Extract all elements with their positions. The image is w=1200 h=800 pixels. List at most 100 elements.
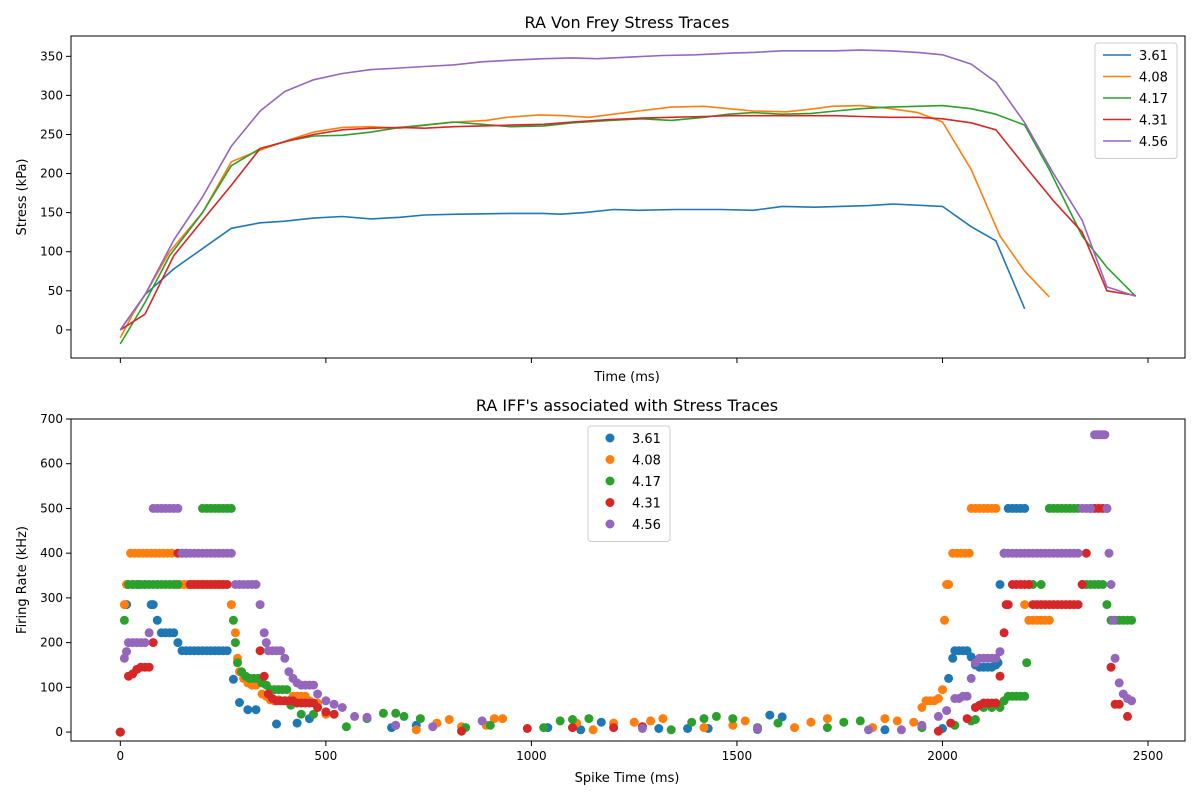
data-point [946,718,956,728]
data-point [329,709,339,719]
data-point [864,725,873,735]
data-point [428,722,438,732]
x-tick-label: 1000 [516,749,547,763]
x-axis-label: Spike Time (ms) [575,771,680,786]
data-point [173,503,183,513]
data-point [933,694,943,703]
data-point [991,653,1001,663]
data-point [444,715,454,724]
data-point [226,600,236,610]
data-point [1044,615,1054,625]
data-point [637,724,647,733]
data-point [233,658,242,668]
data-point [313,703,323,712]
data-point [152,615,162,625]
legend: 3.61 4.08 4.17 4.31 4.56 [587,425,671,542]
data-point [699,714,709,724]
y-tick-label: 150 [40,206,63,220]
y-axis-label: Stress (kPa) [15,159,30,236]
data-point [687,717,697,727]
data-point [962,691,972,701]
data-point [1102,600,1112,610]
data-point [115,727,125,737]
data-point [970,715,980,724]
y-tick-label: 0 [55,323,63,337]
data-point [415,714,425,724]
data-point [596,717,606,727]
data-point [917,720,927,730]
data-point [1020,600,1030,610]
legend: 3.61 4.08 4.17 4.31 4.56 [1094,42,1178,159]
series-points-4.31 [115,503,1132,737]
series-line-4.17 [119,104,1137,345]
data-point [806,717,816,727]
data-point [995,580,1005,589]
data-point [822,714,832,724]
data-point [584,714,594,724]
data-point [169,628,179,638]
data-point [948,653,958,663]
y-tick-label: 400 [40,546,63,560]
data-point [1114,699,1124,709]
y-axis-label: Firing Rate (kHz) [15,526,30,634]
data-point [378,708,388,718]
data-point [740,716,750,726]
legend-label: 4.56 [632,518,661,533]
data-point [276,646,286,656]
data-point [765,710,775,720]
data-point [944,580,954,589]
stress-traces-chart: RA Von Frey Stress Traces 0 50 100 150 200 25… [15,13,1186,385]
chart-title: RA IFF's associated with Stress Traces [476,396,778,415]
x-tick-label: 2000 [927,749,958,763]
data-point [966,673,976,683]
legend-box [587,425,671,542]
data-point [148,638,158,648]
data-point [1020,503,1030,513]
data-point [880,725,890,735]
legend-box [1094,42,1178,159]
data-point [658,714,668,724]
data-point [933,726,943,736]
x-tick-label: 2500 [1133,749,1164,763]
data-point [222,646,232,656]
legend-label: 4.17 [632,475,661,490]
data-point [728,720,738,730]
data-point [1077,580,1087,589]
legend-label: 4.56 [1139,135,1168,150]
data-point [944,673,954,683]
plot-frame [70,35,1186,359]
data-point [753,724,762,733]
data-point [321,696,331,706]
y-tick-label: 700 [40,412,63,426]
data-point [1024,580,1034,589]
data-point [629,717,639,727]
data-point [272,719,281,729]
data-point [588,725,598,735]
data-point [457,726,466,736]
data-point [940,615,949,625]
x-axis-label: Time (ms) [593,370,660,385]
data-point [999,628,1009,638]
series-line-4.08 [119,104,1050,339]
data-point [251,705,261,715]
data-point [917,703,927,712]
data-point [235,698,244,707]
data-point [140,638,150,648]
data-point [995,671,1005,681]
x-tick-label: 0 [117,749,125,763]
data-point [391,720,401,730]
data-point [411,725,421,735]
data-point [991,698,1001,708]
legend-swatch [605,476,615,486]
legend-label: 4.31 [632,497,661,512]
data-point [173,638,183,648]
data-point [938,685,947,695]
data-point [329,699,339,709]
data-point [1036,580,1046,589]
data-point [282,685,292,695]
x-tick-label: 500 [314,749,337,763]
data-point [1108,615,1118,625]
data-point [259,628,269,638]
data-point [962,714,972,724]
legend-label: 4.08 [632,454,661,469]
